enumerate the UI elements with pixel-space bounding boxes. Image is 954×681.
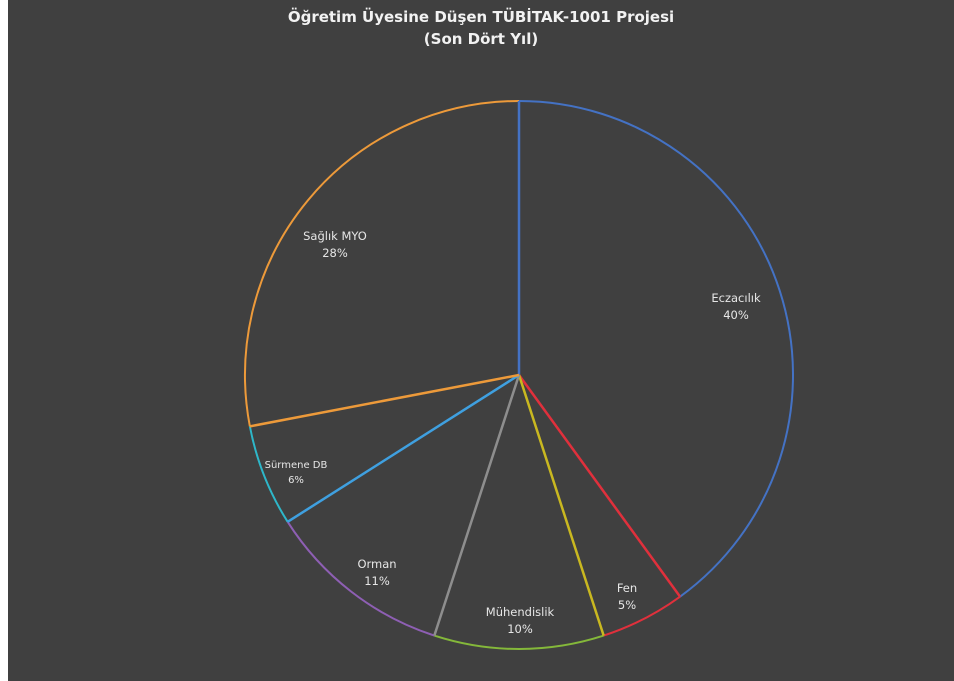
slice-percent-label: 11% <box>364 574 390 588</box>
slice-category-label: Eczacılık <box>711 291 761 305</box>
slice-percent-label: 10% <box>507 622 533 636</box>
slice-category-label: Sağlık MYO <box>303 229 367 243</box>
pie-arc <box>286 521 435 637</box>
pie-slice-sürmene-db <box>249 375 520 522</box>
pie-slice-edge <box>517 374 605 636</box>
data-label: Sağlık MYO 28% <box>303 229 367 260</box>
data-label: Orman 11% <box>357 557 396 588</box>
slice-category-label: Sürmene DB <box>265 460 328 471</box>
slice-percent-label: 6% <box>288 475 304 486</box>
slice-category-label: Fen <box>617 581 637 595</box>
chart-title-line-2: (Son Dört Yıl) <box>423 30 539 48</box>
pie-slice-orman <box>287 375 519 636</box>
pie-arc <box>248 426 289 523</box>
pie-arc <box>518 100 794 598</box>
pie-slice-edge <box>517 374 682 598</box>
slice-percent-label: 40% <box>723 308 749 322</box>
pie-slice-fen <box>519 375 681 636</box>
slice-percent-label: 28% <box>322 246 348 260</box>
slice-category-label: Orman <box>357 557 396 571</box>
chart-title: Öğretim Üyesine Düşen TÜBİTAK-1001 Proje… <box>8 6 954 50</box>
slice-category-label: Mühendislik <box>486 605 555 619</box>
data-label: Mühendislik 10% <box>486 605 555 636</box>
slice-percent-label: 5% <box>618 598 636 612</box>
pie-arc <box>603 595 681 637</box>
pie-slice-edge <box>286 373 520 523</box>
chart-title-line-1: Öğretim Üyesine Düşen TÜBİTAK-1001 Proje… <box>287 8 675 26</box>
pie-slice-sağlık-myo <box>244 101 519 427</box>
pie-arc <box>244 100 520 427</box>
data-label: Fen 5% <box>617 581 637 612</box>
pie-slice-eczacılık <box>519 101 793 597</box>
chart-area: Öğretim Üyesine Düşen TÜBİTAK-1001 Proje… <box>8 0 954 681</box>
pie-slice-edge <box>433 374 521 636</box>
pie-arc <box>434 634 604 650</box>
data-label: Sürmene DB 6% <box>265 460 328 486</box>
pie-slice-mühendislik <box>434 375 604 649</box>
data-label: Eczacılık 40% <box>711 291 761 322</box>
pie-slice-edge <box>249 373 520 428</box>
pie-chart: Eczacılık 40% Fen 5% Mühendislik 10% Orman 11% S… <box>244 100 794 650</box>
